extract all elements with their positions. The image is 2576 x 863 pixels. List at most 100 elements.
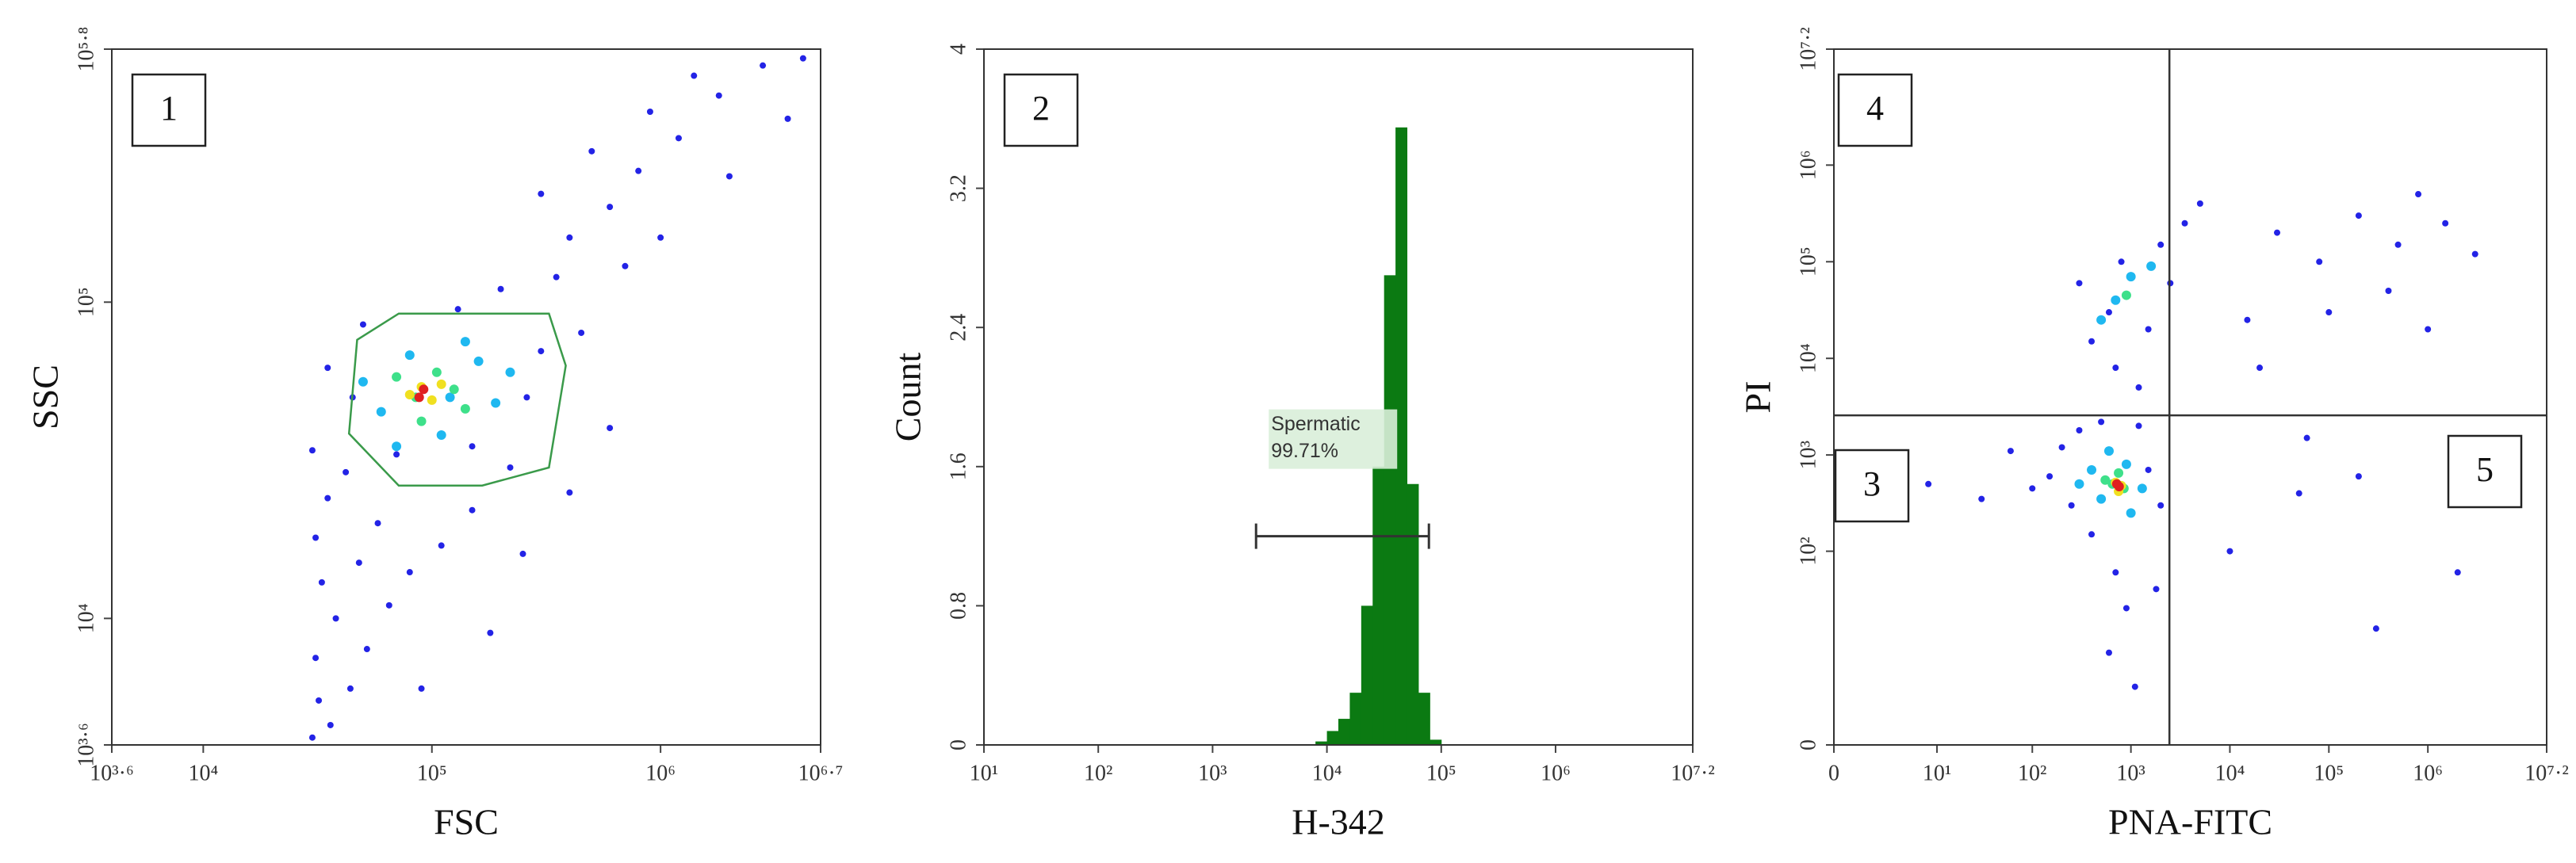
point — [2471, 250, 2478, 258]
point — [1978, 495, 1985, 502]
point — [784, 115, 791, 122]
point — [343, 468, 350, 475]
plot-area — [1925, 191, 2478, 690]
y-tick-label: 0 — [946, 739, 970, 750]
point — [460, 337, 470, 347]
point — [2126, 508, 2136, 518]
x-tick-label: 10² — [1084, 761, 1112, 785]
point — [2454, 569, 2461, 576]
point — [2122, 605, 2130, 612]
point — [324, 365, 331, 372]
x-tick-label: 10¹ — [970, 761, 998, 785]
x-tick-label: 10⁴ — [188, 761, 218, 785]
y-axis-title: PI — [1738, 381, 1778, 414]
histogram-bar — [1361, 605, 1373, 745]
panel-label-box — [131, 73, 207, 147]
histogram-bar — [1395, 127, 1408, 745]
point — [363, 646, 370, 653]
y-tick-label: 10⁶ — [1796, 150, 1820, 180]
point — [2096, 315, 2107, 325]
point — [2088, 338, 2096, 345]
point — [308, 734, 316, 741]
point — [657, 234, 664, 241]
point — [2105, 649, 2112, 656]
x-tick-label: 10⁴ — [1312, 761, 1342, 785]
point — [2058, 444, 2065, 451]
x-tick-label: 10¹ — [1923, 761, 1951, 785]
x-tick-label: 10⁷·² — [1671, 761, 1714, 785]
point — [460, 403, 470, 414]
point — [2196, 200, 2203, 207]
x-tick-label: 10⁵ — [1426, 761, 1456, 785]
y-axis-title: Count — [888, 353, 928, 442]
point — [2157, 241, 2165, 248]
point — [2295, 490, 2302, 497]
point — [566, 234, 573, 241]
x-tick-label: 10⁴ — [2215, 761, 2245, 785]
x-tick-label: 10³ — [2116, 761, 2145, 785]
point — [2137, 483, 2147, 494]
point — [2153, 586, 2160, 593]
x-tick-label: 10² — [2018, 761, 2046, 785]
point — [445, 392, 455, 403]
x-tick-label: 10⁶ — [645, 761, 676, 785]
panel-label: 1 — [160, 89, 178, 128]
point — [2181, 220, 2188, 227]
point — [406, 569, 413, 576]
histogram-bar — [1338, 719, 1350, 745]
point — [2145, 466, 2152, 473]
point — [2303, 434, 2310, 441]
point — [327, 721, 334, 728]
point — [578, 329, 585, 336]
point — [2274, 229, 2281, 236]
point — [469, 443, 476, 450]
point — [308, 447, 316, 454]
point — [2112, 365, 2119, 372]
point — [507, 464, 514, 471]
y-tick-label: 0 — [1796, 739, 1820, 750]
point — [2121, 290, 2131, 300]
point — [487, 629, 494, 636]
histogram-bar — [1315, 741, 1328, 745]
y-tick-label: 10⁴ — [74, 603, 98, 633]
point — [2442, 220, 2449, 227]
x-tick-label: 10⁶ — [2413, 761, 2443, 785]
panel-label-box — [1834, 449, 1910, 523]
y-tick-label: 10⁵ — [74, 287, 98, 317]
point — [2068, 502, 2075, 509]
point — [469, 506, 476, 514]
point — [346, 685, 354, 692]
x-axis-title: H-342 — [1292, 802, 1385, 842]
histogram-bar — [1407, 483, 1419, 745]
y-tick-label: 1.6 — [946, 453, 970, 480]
panel: 10³·⁶ 10⁴ 10⁵ 10⁶ 10⁶·⁷ 10³·⁶ 10⁴ 10⁵ 10⁵·⁸ 1 FSC S… — [25, 27, 844, 842]
point — [2100, 475, 2111, 485]
y-tick-label: 10³ — [1796, 441, 1820, 469]
x-tick-label: 0 — [1828, 761, 1839, 785]
point — [2088, 531, 2096, 538]
plot-frame — [983, 48, 1694, 746]
point — [2118, 258, 2125, 265]
point — [2074, 479, 2084, 489]
point — [2325, 309, 2333, 316]
y-tick-label: 10⁴ — [1796, 343, 1820, 373]
point — [355, 559, 362, 567]
panel-label-box — [1003, 73, 1079, 147]
x-tick-label: 10³·⁶ — [90, 761, 133, 785]
histogram-bar — [1384, 275, 1396, 745]
point — [607, 425, 614, 432]
point — [436, 379, 446, 389]
y-tick-label: 2.4 — [946, 314, 970, 342]
x-tick-label: 10⁶·⁷ — [798, 761, 844, 785]
y-tick-label: 4 — [946, 44, 970, 55]
point — [2316, 258, 2323, 265]
point — [436, 430, 446, 440]
point — [427, 395, 437, 405]
point — [404, 389, 415, 399]
point — [2111, 479, 2122, 489]
y-tick-label: 10² — [1796, 537, 1820, 565]
panel-label: 4 — [1866, 89, 1884, 128]
panel: 0 10¹ 10² 10³ 10⁴ 10⁵ 10⁶ 10⁷·² 0 10² 10³ 10⁴ 10⁵ 10⁶… — [1738, 27, 2569, 842]
panel-label-box — [2447, 434, 2523, 509]
point — [2114, 468, 2124, 478]
